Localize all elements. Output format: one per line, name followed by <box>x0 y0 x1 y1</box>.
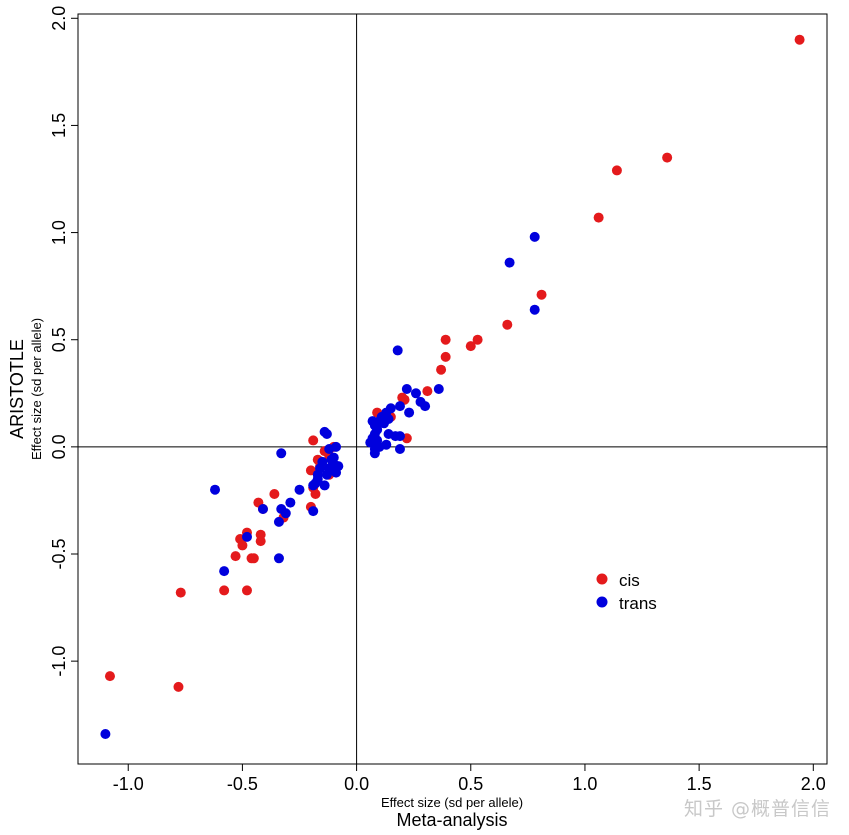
legend-label-trans: trans <box>619 594 657 613</box>
data-point-cis <box>237 540 248 551</box>
y-tick-label: 1.0 <box>49 220 69 245</box>
x-tick-label: -1.0 <box>113 774 144 794</box>
data-point-trans <box>529 304 540 315</box>
data-point-cis <box>397 392 408 403</box>
data-point-trans <box>257 504 268 514</box>
y-tick-label: 1.5 <box>49 113 69 138</box>
data-point-trans <box>308 480 319 491</box>
legend-marker-trans <box>596 596 608 608</box>
x-tick-label: 1.5 <box>687 774 712 794</box>
data-point-cis <box>175 587 186 598</box>
data-point-trans <box>365 437 376 448</box>
y-tick-label: 0.0 <box>49 434 69 459</box>
plot-frame <box>77 13 828 765</box>
data-point-cis <box>230 551 241 562</box>
x-tick-label: -0.5 <box>227 774 258 794</box>
data-point-trans <box>410 388 421 399</box>
data-point-cis <box>662 152 673 163</box>
data-point-trans <box>381 439 392 450</box>
y-tick-label: -0.5 <box>49 538 69 569</box>
data-point-cis <box>248 553 259 564</box>
data-point-trans <box>100 729 111 739</box>
data-point-cis <box>465 341 476 352</box>
y-tick-label: 2.0 <box>49 6 69 31</box>
data-point-trans <box>294 484 305 495</box>
reference-lines <box>78 14 827 764</box>
data-point-trans <box>394 401 405 412</box>
x-axis-label: Meta-analysis <box>396 810 507 830</box>
data-point-trans <box>210 484 221 495</box>
data-point-trans <box>276 504 287 514</box>
data-point-trans <box>308 506 319 517</box>
y-axis-label: ARISTOTLE <box>7 339 27 439</box>
x-axis: -1.0 -0.5 0.0 0.5 1.0 1.5 2.0 <box>113 764 826 794</box>
x-axis-sublabel: Effect size (sd per allele) <box>381 795 523 810</box>
data-point-cis <box>255 536 266 547</box>
y-axis-sublabel: Effect size (sd per allele) <box>29 318 44 460</box>
data-point-cis <box>241 585 252 596</box>
x-tick-label: 0.5 <box>458 774 483 794</box>
data-point-trans <box>331 441 342 452</box>
x-tick-label: 0.0 <box>344 774 369 794</box>
data-point-trans <box>219 566 230 577</box>
data-point-cis <box>472 334 483 345</box>
data-point-cis <box>173 681 184 692</box>
legend-marker-cis <box>596 573 608 585</box>
legend: cis trans <box>596 571 657 613</box>
data-point-trans <box>529 231 540 242</box>
y-tick-label: 0.5 <box>49 327 69 352</box>
data-point-trans <box>273 516 284 527</box>
data-points <box>100 34 805 739</box>
data-point-trans <box>504 257 515 268</box>
legend-label-cis: cis <box>619 571 640 590</box>
data-point-cis <box>219 585 230 596</box>
data-point-trans <box>369 448 380 459</box>
data-point-trans <box>319 480 330 491</box>
data-point-cis <box>308 435 319 446</box>
data-point-trans <box>326 454 337 465</box>
data-point-trans <box>404 407 415 418</box>
data-point-cis <box>422 386 433 397</box>
data-point-trans <box>276 448 287 459</box>
data-point-trans <box>376 411 387 422</box>
data-point-cis <box>794 34 805 45</box>
data-point-trans <box>392 345 403 356</box>
data-point-cis <box>436 364 447 375</box>
y-tick-label: -1.0 <box>49 646 69 677</box>
data-point-trans <box>321 469 332 480</box>
watermark: 知乎 @概普信信 <box>683 798 831 820</box>
data-point-trans <box>401 384 412 394</box>
data-point-trans <box>367 416 378 427</box>
x-tick-label: 1.0 <box>572 774 597 794</box>
data-point-cis <box>269 489 280 499</box>
data-point-cis <box>611 165 622 176</box>
data-point-cis <box>593 212 604 223</box>
data-point-cis <box>536 289 547 300</box>
data-point-trans <box>285 497 296 508</box>
data-point-trans <box>394 444 405 454</box>
data-point-cis <box>310 489 321 499</box>
x-tick-label: 2.0 <box>801 774 826 794</box>
data-point-trans <box>383 429 394 439</box>
data-point-trans <box>273 553 284 564</box>
data-point-trans <box>321 429 332 439</box>
data-point-cis <box>440 351 451 362</box>
data-point-cis <box>502 319 513 330</box>
data-point-cis <box>440 334 451 345</box>
data-point-cis <box>104 671 115 682</box>
data-point-trans <box>241 531 252 542</box>
data-point-trans <box>420 401 431 412</box>
data-point-trans <box>433 384 444 394</box>
y-axis: -1.0 -0.5 0.0 0.5 1.0 1.5 2.0 <box>49 6 78 677</box>
